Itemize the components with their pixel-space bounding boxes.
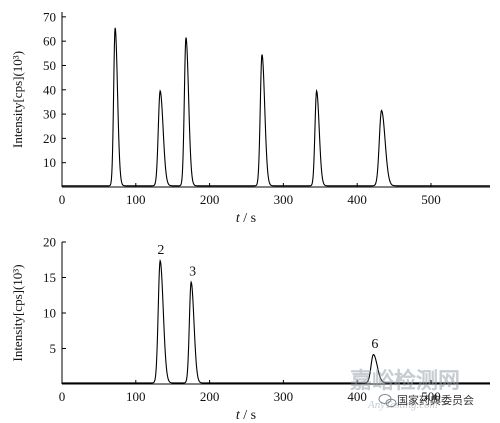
x-tick-label: 300 <box>274 389 294 404</box>
x-axis-label: t / s <box>236 211 256 226</box>
wechat-icon <box>378 394 397 408</box>
x-tick-label: 500 <box>421 192 441 207</box>
y-axis-label: Intensity[cps](10³) <box>10 51 25 148</box>
x-tick-label: 0 <box>59 389 66 404</box>
y-tick-label: 20 <box>43 131 56 146</box>
y-tick-label: 50 <box>43 58 56 73</box>
y-axis-label: Intensity[cps](10³) <box>10 264 25 361</box>
watermark: 嘉峪检测网 AnyTesting.com 国家药典委员会 <box>350 368 474 411</box>
y-tick-label: 30 <box>43 107 56 122</box>
y-tick-label: 10 <box>43 155 56 170</box>
peak-label: 3 <box>189 264 196 279</box>
x-tick-label: 400 <box>347 389 367 404</box>
x-tick-label: 200 <box>200 389 220 404</box>
x-tick-label: 100 <box>126 389 146 404</box>
x-tick-label: 500 <box>421 389 441 404</box>
signal-trace <box>62 27 490 187</box>
x-tick-label: 400 <box>347 192 367 207</box>
peak-label: 2 <box>157 243 164 258</box>
chart-panel-1: 0 100 200 300 400 500 10 20 30 40 50 60 70 t / s Inten… <box>10 9 490 226</box>
watermark-line2: AnyTesting.com <box>367 399 438 411</box>
x-tick-label: 200 <box>200 192 220 207</box>
x-tick-label: 300 <box>274 192 294 207</box>
y-tick-label: 10 <box>43 306 56 321</box>
y-tick-label: 5 <box>50 341 57 356</box>
y-tick-label: 60 <box>43 34 56 49</box>
y-tick-label: 20 <box>43 235 56 250</box>
watermark-line1: 嘉峪检测网 <box>350 368 460 393</box>
x-axis-label: t / s <box>236 408 256 423</box>
x-tick-label: 100 <box>126 192 146 207</box>
y-tick-label: 70 <box>43 9 56 24</box>
y-tick-label: 15 <box>43 270 56 285</box>
x-tick-label: 0 <box>59 192 66 207</box>
chart-panel-2: 0 100 200 300 400 500 5 10 15 20 t / s Intensity[cp… <box>10 235 490 423</box>
peak-label: 6 <box>371 337 378 352</box>
watermark-caption: 国家药典委员会 <box>397 393 474 407</box>
signal-trace <box>62 258 490 384</box>
y-tick-label: 40 <box>43 82 56 97</box>
